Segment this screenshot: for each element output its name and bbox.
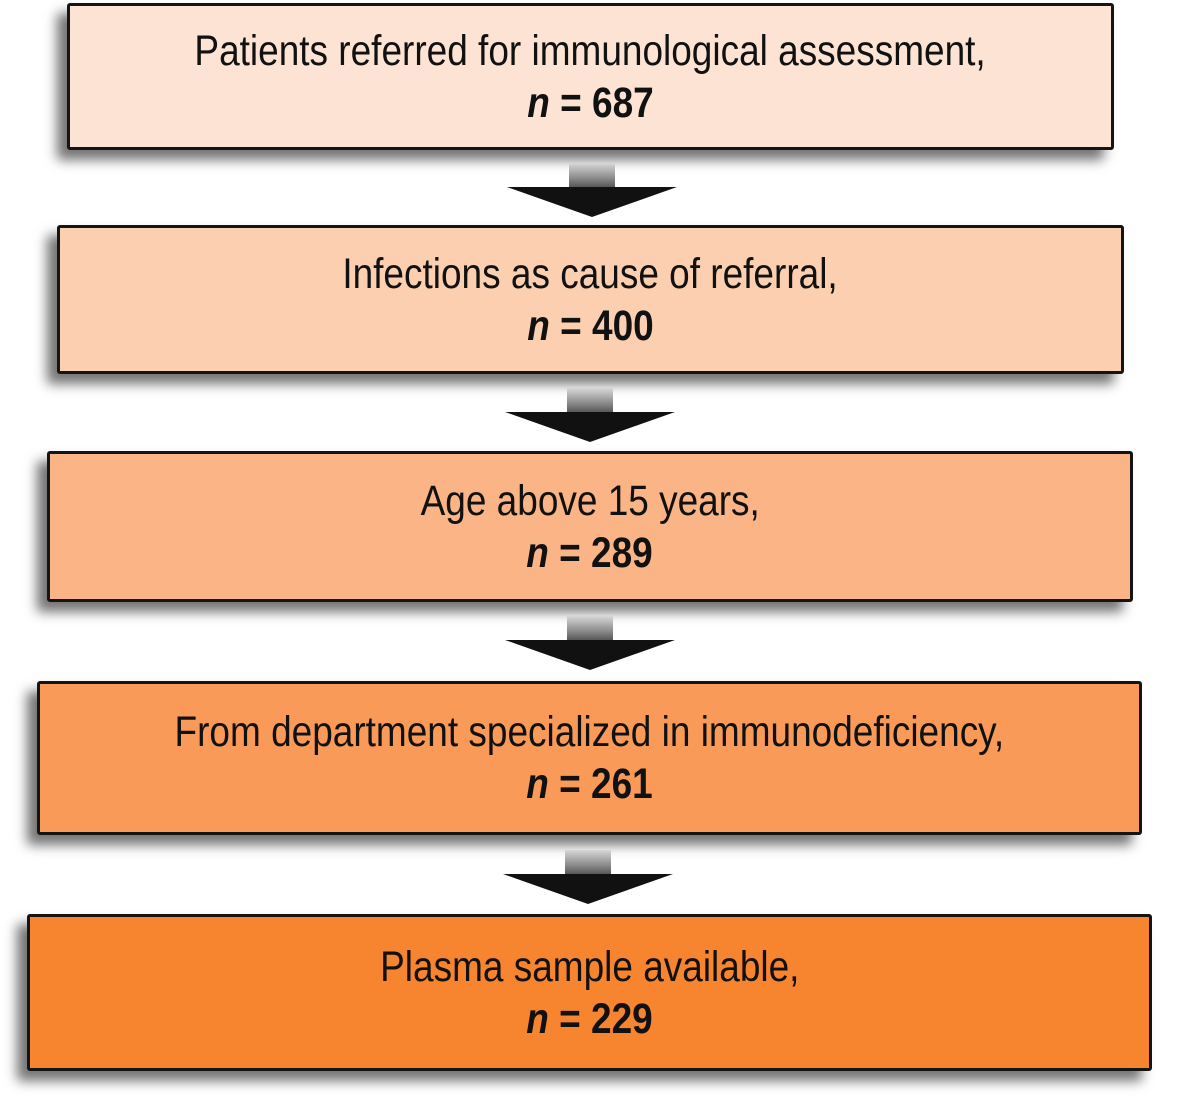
flow-step-department: From department specialized in immunodef…	[37, 681, 1142, 835]
flow-step-plasma: Plasma sample available, n = 229	[27, 914, 1152, 1071]
arrow-head	[505, 412, 675, 442]
flow-step-label: Plasma sample available,	[379, 942, 800, 991]
flow-step-count: n = 687	[527, 77, 653, 129]
flow-step-label: From department specialized in immunodef…	[174, 708, 1005, 756]
flow-step-count: n = 289	[527, 527, 653, 579]
flow-step-label: Infections as cause of referral,	[342, 249, 839, 298]
flow-step-age: Age above 15 years, n = 289	[47, 451, 1133, 602]
flow-step-infections: Infections as cause of referral, n = 400	[57, 225, 1124, 374]
flow-step-count: n = 261	[526, 758, 652, 810]
arrow-head	[507, 187, 677, 217]
down-arrow-icon	[503, 850, 673, 906]
n-symbol: n	[527, 301, 550, 350]
count-value: = 400	[549, 301, 654, 350]
n-symbol: n	[526, 528, 550, 577]
flow-step-count: n = 400	[527, 300, 653, 352]
down-arrow-icon	[505, 616, 675, 672]
count-value: = 289	[549, 528, 654, 577]
down-arrow-icon	[505, 388, 675, 444]
flow-step-referred: Patients referred for immunological asse…	[67, 3, 1114, 150]
n-symbol: n	[526, 760, 549, 808]
flow-step-label: Age above 15 years,	[420, 476, 760, 525]
count-value: = 261	[548, 760, 653, 808]
count-value: = 229	[548, 994, 653, 1043]
count-value: = 687	[549, 78, 654, 127]
arrow-head	[503, 874, 673, 904]
n-symbol: n	[527, 78, 550, 127]
arrow-head	[505, 640, 675, 670]
flow-step-label: Patients referred for immunological asse…	[194, 26, 987, 75]
flow-step-count: n = 229	[526, 993, 652, 1045]
n-symbol: n	[526, 994, 549, 1043]
down-arrow-icon	[507, 163, 677, 219]
